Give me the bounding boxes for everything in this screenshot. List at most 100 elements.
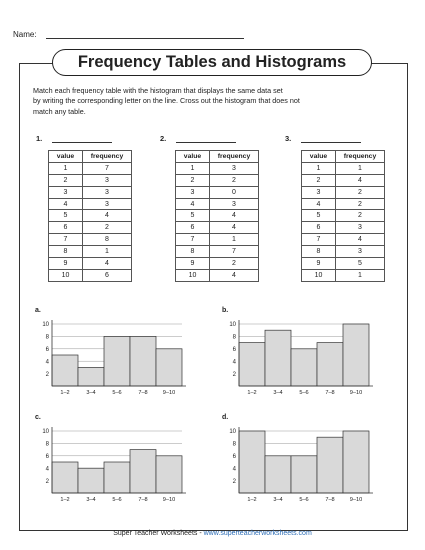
x-tick-label: 5–6 bbox=[299, 390, 308, 396]
answer-line-1[interactable] bbox=[52, 142, 112, 143]
value-cell: 4 bbox=[48, 197, 83, 211]
value-cell: 10 bbox=[48, 268, 83, 282]
frequency-cell: 4 bbox=[82, 209, 132, 223]
histogram-d[interactable]: 2 4 6 8 10 1–2 3–4 5–6 7–8 9–10 bbox=[222, 423, 382, 513]
histogram-letter: a. bbox=[35, 307, 41, 314]
value-cell: 1 bbox=[175, 161, 210, 175]
frequency-cell: 4 bbox=[82, 257, 132, 270]
x-tick-label: 5–6 bbox=[299, 497, 308, 503]
name-label: Name: bbox=[13, 30, 37, 39]
frequency-cell: 1 bbox=[335, 161, 385, 175]
histogram-bar bbox=[264, 455, 292, 494]
answer-line-3[interactable] bbox=[301, 142, 361, 143]
value-cell: 8 bbox=[48, 245, 83, 259]
x-tick-label: 1–2 bbox=[60, 497, 69, 503]
column-header-value: value bbox=[301, 150, 336, 163]
value-cell: 6 bbox=[301, 221, 336, 235]
histogram-bar bbox=[77, 367, 105, 387]
name-field-line[interactable] bbox=[46, 38, 244, 39]
frequency-cell: 4 bbox=[335, 233, 385, 247]
y-tick-label: 4 bbox=[46, 359, 50, 365]
value-cell: 1 bbox=[301, 161, 336, 175]
footer-text: Super Teacher Worksheets - bbox=[113, 530, 204, 537]
frequency-cell: 3 bbox=[209, 197, 259, 211]
histogram-bar bbox=[342, 323, 370, 387]
x-tick-label: 3–4 bbox=[86, 390, 95, 396]
value-cell: 2 bbox=[301, 173, 336, 187]
frequency-cell: 2 bbox=[82, 221, 132, 235]
frequency-cell: 2 bbox=[335, 185, 385, 199]
histogram-a[interactable]: 2 4 6 8 10 1–2 3–4 5–6 7–8 9–10 bbox=[35, 316, 195, 406]
value-cell: 8 bbox=[175, 245, 210, 259]
value-cell: 4 bbox=[301, 197, 336, 211]
x-tick-label: 9–10 bbox=[350, 497, 362, 503]
frequency-cell: 3 bbox=[209, 161, 259, 175]
value-cell: 9 bbox=[48, 257, 83, 270]
histogram-bar bbox=[51, 461, 79, 494]
frequency-cell: 1 bbox=[335, 268, 385, 282]
frequency-cell: 7 bbox=[209, 245, 259, 259]
histogram-letter: b. bbox=[222, 307, 229, 314]
frequency-cell: 8 bbox=[82, 233, 132, 247]
histogram-bar bbox=[129, 449, 157, 494]
footer-url-link[interactable]: www.superteacherworksheets.com bbox=[203, 530, 312, 537]
histogram-bar bbox=[77, 467, 105, 494]
column-header-value: value bbox=[175, 150, 210, 163]
frequency-cell: 4 bbox=[209, 268, 259, 282]
histogram-bar bbox=[290, 348, 318, 387]
frequency-cell: 3 bbox=[335, 221, 385, 235]
y-tick-label: 4 bbox=[46, 466, 50, 472]
x-tick-label: 3–4 bbox=[86, 497, 95, 503]
y-tick-label: 6 bbox=[233, 347, 237, 353]
answer-line-2[interactable] bbox=[176, 142, 236, 143]
value-cell: 6 bbox=[175, 221, 210, 235]
value-cell: 2 bbox=[48, 173, 83, 187]
value-cell: 4 bbox=[175, 197, 210, 211]
histogram-c[interactable]: 2 4 6 8 10 1–2 3–4 5–6 7–8 9–10 bbox=[35, 423, 195, 513]
frequency-cell: 3 bbox=[82, 185, 132, 199]
y-tick-label: 6 bbox=[46, 347, 50, 353]
value-cell: 9 bbox=[175, 257, 210, 270]
x-tick-label: 7–8 bbox=[325, 390, 334, 396]
y-tick-label: 2 bbox=[46, 372, 50, 378]
value-cell: 7 bbox=[301, 233, 336, 247]
value-cell: 8 bbox=[301, 245, 336, 259]
frequency-cell: 3 bbox=[82, 197, 132, 211]
histogram-bar bbox=[316, 342, 344, 387]
y-tick-label: 2 bbox=[233, 479, 237, 485]
question-number: 2. bbox=[160, 134, 167, 143]
y-tick-label: 10 bbox=[229, 429, 236, 435]
value-cell: 3 bbox=[301, 185, 336, 199]
histogram-bar bbox=[264, 329, 292, 387]
x-tick-label: 1–2 bbox=[247, 390, 256, 396]
y-tick-label: 10 bbox=[42, 322, 49, 328]
x-tick-label: 3–4 bbox=[273, 497, 282, 503]
frequency-cell: 2 bbox=[335, 209, 385, 223]
x-tick-label: 3–4 bbox=[273, 390, 282, 396]
value-cell: 5 bbox=[301, 209, 336, 223]
question-number: 3. bbox=[285, 134, 292, 143]
y-tick-label: 8 bbox=[233, 335, 237, 341]
value-cell: 6 bbox=[48, 221, 83, 235]
histogram-b[interactable]: 2 4 6 8 10 1–2 3–4 5–6 7–8 9–10 bbox=[222, 316, 382, 406]
